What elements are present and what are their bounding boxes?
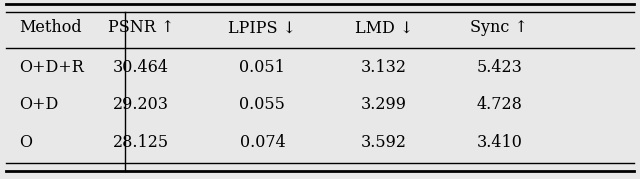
Text: 3.299: 3.299 [361, 96, 407, 113]
Text: 0.055: 0.055 [239, 96, 285, 113]
Text: 0.051: 0.051 [239, 59, 285, 76]
Text: O+D+R: O+D+R [19, 59, 84, 76]
Text: 3.592: 3.592 [361, 134, 407, 151]
Text: LPIPS ↓: LPIPS ↓ [228, 19, 296, 36]
Text: 5.423: 5.423 [476, 59, 522, 76]
Text: Method: Method [19, 19, 82, 36]
Text: 3.410: 3.410 [476, 134, 522, 151]
Text: 29.203: 29.203 [113, 96, 169, 113]
Text: O: O [19, 134, 32, 151]
Text: Sync ↑: Sync ↑ [470, 19, 528, 36]
Text: 3.132: 3.132 [361, 59, 407, 76]
Text: O+D: O+D [19, 96, 58, 113]
Text: 0.074: 0.074 [239, 134, 285, 151]
Text: 30.464: 30.464 [113, 59, 169, 76]
Text: 28.125: 28.125 [113, 134, 169, 151]
Text: PSNR ↑: PSNR ↑ [108, 19, 174, 36]
Text: LMD ↓: LMD ↓ [355, 19, 413, 36]
Text: 4.728: 4.728 [476, 96, 522, 113]
